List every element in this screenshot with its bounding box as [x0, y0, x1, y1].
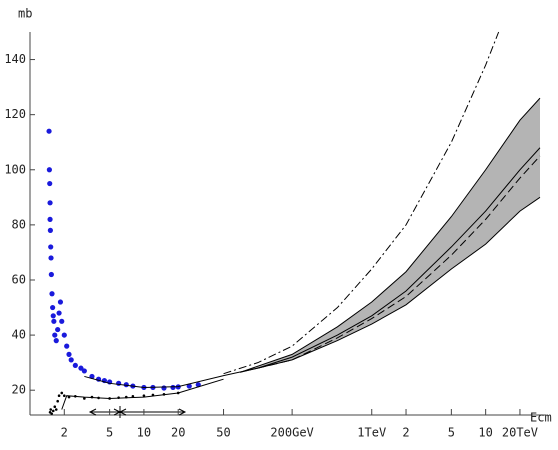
- data-point: [186, 383, 192, 389]
- data-point: [81, 368, 87, 374]
- x-tick-label: 20TeV: [502, 426, 538, 440]
- x-axis-label: Ecm: [530, 411, 552, 425]
- data-point: [142, 394, 146, 398]
- y-tick-label: 140: [4, 52, 26, 66]
- y-tick-label: 120: [4, 107, 26, 121]
- x-tick-label: 50: [216, 426, 230, 440]
- data-point: [170, 384, 176, 391]
- x-tick-label: 10: [478, 426, 492, 440]
- x-tick-label: 2: [61, 426, 68, 440]
- data-point: [50, 313, 56, 319]
- x-tick-label: 2: [402, 426, 409, 440]
- data-point: [62, 394, 66, 398]
- band-fill: [240, 98, 541, 373]
- data-point: [47, 227, 53, 233]
- x-tick-label: 1TeV: [357, 426, 386, 440]
- data-point: [54, 408, 58, 411]
- data-point: [72, 362, 78, 369]
- data-point: [46, 128, 52, 134]
- y-tick-label: 80: [12, 217, 26, 231]
- data-point: [53, 338, 59, 344]
- data-point: [53, 405, 57, 409]
- x-tick-label: 200GeV: [270, 426, 313, 440]
- data-point: [161, 385, 167, 391]
- x-tick-label: 10: [137, 426, 151, 440]
- data-point: [48, 255, 54, 261]
- data-point: [57, 394, 61, 398]
- data-point: [59, 318, 65, 324]
- curve: [223, 31, 500, 375]
- y-tick-label: 20: [12, 383, 26, 397]
- y-tick-label: 100: [4, 162, 26, 176]
- data-point: [61, 332, 67, 338]
- data-point: [47, 200, 53, 206]
- data-point: [55, 326, 61, 333]
- data-point: [50, 304, 56, 311]
- data-point: [64, 343, 70, 349]
- curve: [61, 378, 224, 410]
- data-point: [56, 399, 59, 403]
- x-tick-label: 20: [171, 426, 185, 440]
- data-point: [56, 310, 62, 316]
- data-point: [60, 391, 64, 395]
- data-point: [47, 180, 53, 187]
- curve: [84, 147, 541, 388]
- y-tick-label: 60: [12, 272, 26, 286]
- range-arrows: [88, 406, 187, 418]
- data-point: [57, 299, 64, 305]
- data-point: [131, 394, 135, 398]
- data-point: [123, 382, 129, 388]
- data-point: [83, 397, 86, 400]
- data-point: [47, 216, 53, 222]
- x-tick-label: 5: [448, 426, 455, 440]
- curve: [257, 155, 541, 369]
- data-point: [52, 332, 58, 338]
- data-point: [50, 412, 53, 415]
- curve: [240, 196, 541, 373]
- data-point: [48, 244, 54, 250]
- curve: [240, 97, 541, 373]
- y-tick-label: 40: [12, 328, 26, 342]
- x-tick-label: 5: [106, 426, 113, 440]
- data-point: [49, 408, 53, 411]
- data-point: [116, 380, 122, 386]
- y-axis-label: mb: [18, 7, 32, 21]
- data-point: [46, 167, 52, 173]
- data-point: [48, 271, 54, 278]
- data-point: [51, 318, 57, 324]
- data-point: [68, 357, 74, 363]
- data-point: [49, 291, 55, 297]
- data-point: [66, 351, 72, 357]
- data-point: [51, 409, 55, 413]
